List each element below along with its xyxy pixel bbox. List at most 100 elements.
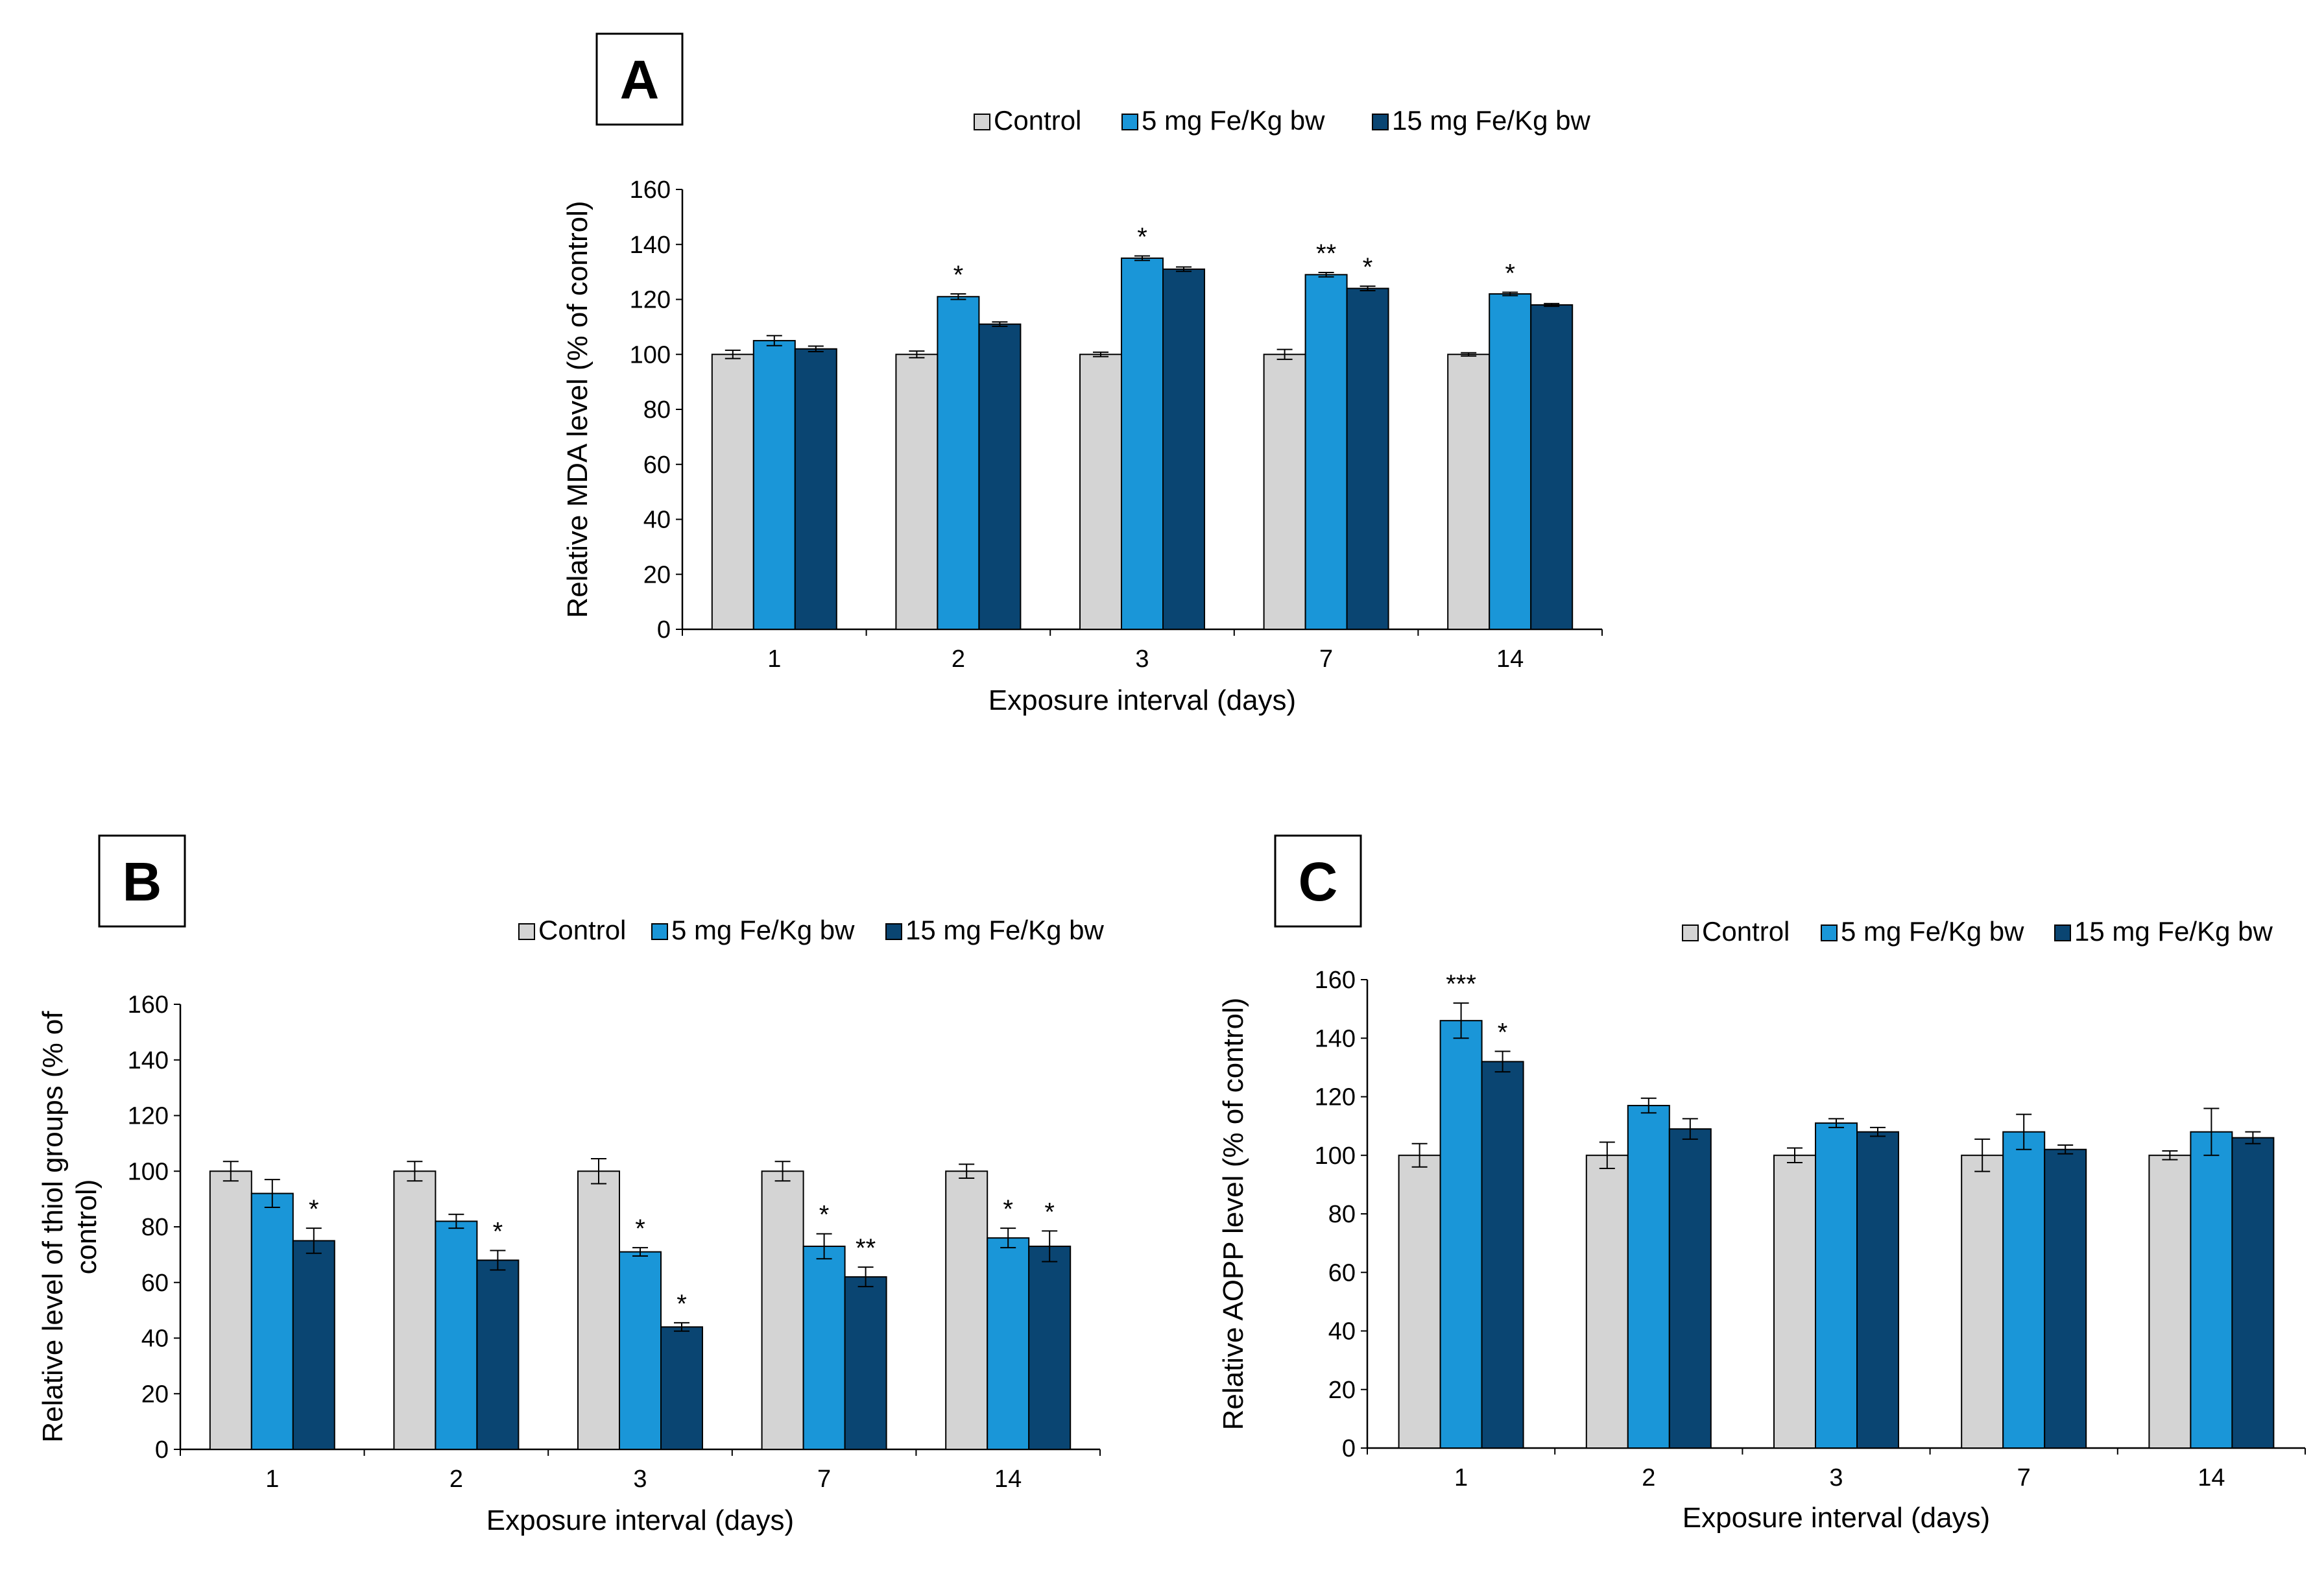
bar: [794, 348, 837, 631]
bar: [2190, 1131, 2233, 1449]
y-tick-label: 40: [1328, 1318, 1356, 1346]
y-axis-label: Relative level of thiol groups (% ofcont…: [37, 1011, 102, 1443]
y-tick-label: 100: [128, 1158, 169, 1185]
bar: [711, 354, 754, 630]
significance-label: *: [819, 1201, 830, 1229]
bar: [1028, 1246, 1072, 1450]
significance-label: *: [1044, 1198, 1055, 1226]
x-tick-label: 7: [2017, 1464, 2031, 1492]
y-tick-label: 120: [1315, 1084, 1356, 1111]
significance-label: **: [856, 1234, 876, 1263]
legend-swatch: [1821, 924, 1838, 941]
bar: [1398, 1154, 1441, 1449]
x-tick-label: 3: [633, 1466, 647, 1493]
significance-label: **: [1316, 239, 1336, 268]
y-tick-label: 100: [1315, 1142, 1356, 1170]
significance-label: *: [677, 1290, 687, 1318]
y-axis-label: Relative AOPP level (% of control): [1217, 998, 1249, 1431]
y-tick-label: 0: [657, 616, 671, 644]
legend-entry: 5 mg Fe/Kg bw: [1142, 105, 1325, 136]
bar: [752, 340, 796, 630]
legend-entry: 5 mg Fe/Kg bw: [671, 915, 855, 945]
bar: [1961, 1154, 2004, 1449]
legend-entry: 15 mg Fe/Kg bw: [905, 915, 1104, 945]
chart-panel-a: A Control 5 mg Fe/Kg bw 15 mg Fe/Kg bw 0 20 40…: [562, 32, 1603, 716]
bar: [1815, 1122, 1858, 1449]
y-tick-label: 140: [630, 232, 671, 259]
bar: [1627, 1105, 1670, 1449]
x-tick-label: 14: [2198, 1464, 2225, 1492]
bar: [978, 323, 1022, 630]
legend-entry: Control: [538, 915, 626, 945]
bar: [1079, 354, 1122, 630]
y-tick-label: 0: [1342, 1435, 1356, 1462]
y-axis-label-line: Relative level of thiol groups (% of: [37, 1011, 69, 1443]
bar: [844, 1276, 887, 1451]
bar: [2002, 1131, 2046, 1449]
x-tick-label: 2: [449, 1466, 463, 1493]
legend-entry: 15 mg Fe/Kg bw: [1392, 105, 1590, 136]
x-tick-label: 7: [1319, 646, 1333, 673]
y-tick-label: 120: [630, 287, 671, 314]
significance-label: *: [309, 1195, 319, 1224]
x-tick-label: 2: [952, 646, 965, 673]
significance-label: *: [953, 261, 964, 289]
y-tick-label: 160: [1315, 967, 1356, 994]
y-axis-label: Relative MDA level (% of control): [562, 200, 593, 618]
panel-letter: A: [620, 49, 660, 110]
bar: [802, 1246, 846, 1450]
y-tick-label: 140: [128, 1047, 169, 1074]
y-tick-label: 80: [643, 396, 671, 424]
bar: [895, 354, 939, 630]
bar: [476, 1259, 520, 1450]
bar: [250, 1192, 294, 1451]
y-tick-label: 160: [630, 176, 671, 204]
significance-label: *: [1498, 1019, 1508, 1047]
bar: [1856, 1131, 1899, 1449]
bar: [393, 1170, 437, 1450]
bar: [1530, 304, 1574, 630]
significance-label: *: [1363, 253, 1373, 282]
bar: [1489, 293, 1532, 630]
y-tick-label: 40: [643, 507, 671, 534]
x-tick-label: 14: [1496, 646, 1524, 673]
bar: [2231, 1137, 2275, 1449]
bar: [1773, 1154, 1816, 1449]
y-tick-label: 20: [141, 1381, 169, 1408]
y-tick-label: 60: [643, 452, 671, 479]
bar: [987, 1237, 1030, 1451]
bar: [1668, 1128, 1712, 1449]
legend-swatch: [974, 114, 990, 130]
x-tick-label: 1: [265, 1466, 279, 1493]
bar: [1304, 274, 1348, 630]
significance-label: *: [1137, 223, 1147, 252]
bar: [1263, 354, 1306, 630]
y-tick-label: 60: [1328, 1259, 1356, 1287]
bar: [619, 1251, 662, 1451]
y-axis-label-line: control): [71, 1179, 102, 1275]
x-tick-label: 14: [994, 1466, 1022, 1493]
x-axis-label: Exposure interval (days): [988, 684, 1296, 716]
y-tick-label: 80: [1328, 1201, 1356, 1228]
legend-entry: 15 mg Fe/Kg bw: [2074, 916, 2273, 947]
x-tick-label: 1: [1454, 1464, 1468, 1492]
panel-letter: C: [1299, 851, 1338, 912]
legend-entry: Control: [994, 105, 1081, 136]
x-tick-label: 1: [767, 646, 781, 673]
legend-swatch: [1682, 924, 1699, 941]
bar: [2044, 1148, 2087, 1449]
y-tick-label: 20: [1328, 1377, 1356, 1404]
x-tick-label: 7: [817, 1466, 831, 1493]
significance-label: *: [1003, 1195, 1013, 1224]
bar: [1447, 354, 1491, 630]
y-tick-label: 60: [141, 1270, 169, 1297]
bar: [937, 296, 980, 630]
chart-panel-c: C Control 5 mg Fe/Kg bw 15 mg Fe/Kg bw 0 20 40…: [1217, 834, 2306, 1534]
bar: [292, 1240, 335, 1450]
legend-swatch: [885, 923, 902, 940]
legend-swatch: [651, 923, 668, 940]
x-axis-label: Exposure interval (days): [1683, 1502, 1990, 1534]
x-tick-label: 3: [1135, 646, 1149, 673]
y-tick-label: 120: [128, 1103, 169, 1130]
